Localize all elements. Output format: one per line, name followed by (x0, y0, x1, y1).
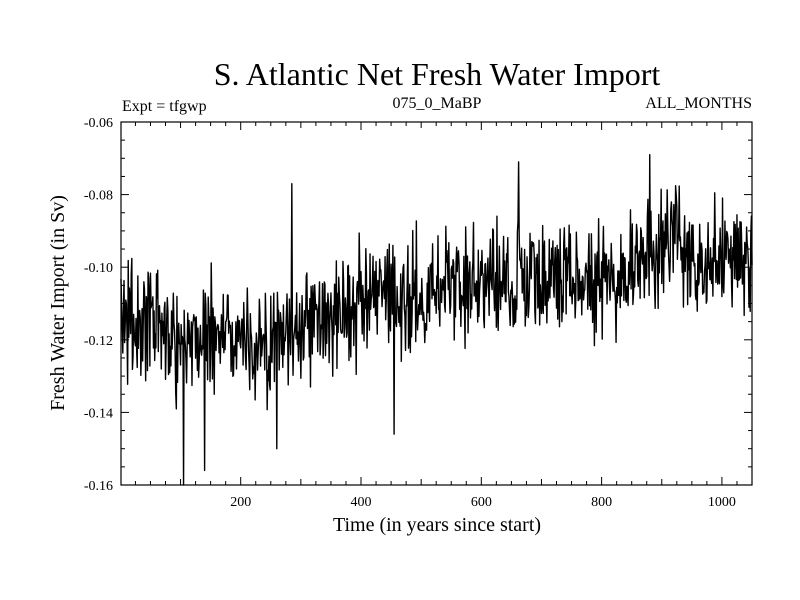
x-tick-label: 200 (230, 495, 251, 510)
x-tick-label: 600 (471, 495, 492, 510)
tick-labels: -0.16 -0.14 -0.12 -0.10 -0.08 -0.06 200 400 600 8… (84, 116, 736, 510)
chart-title: S. Atlantic Net Fresh Water Import (214, 56, 661, 92)
x-tick-label: 1000 (708, 495, 736, 510)
subtitle-left: Expt = tfgwp (122, 98, 207, 115)
y-tick-label: -0.14 (84, 406, 113, 421)
x-tick-label: 800 (591, 495, 612, 510)
y-tick-label: -0.06 (84, 116, 113, 131)
y-tick-label: -0.12 (84, 334, 113, 349)
y-tick-label: -0.08 (84, 189, 113, 204)
series-line (120, 153, 753, 486)
series-group (120, 153, 753, 486)
y-tick-label: -0.16 (84, 479, 113, 494)
subtitle-center: 075_0_MaBP (393, 95, 482, 112)
y-tick-label: -0.10 (84, 261, 113, 276)
subtitle-right: ALL_MONTHS (645, 95, 752, 112)
plot-frame (120, 121, 753, 486)
x-axis-label: Time (in years since start) (333, 514, 541, 536)
y-axis-label: Fresh Water Import (in Sv) (47, 195, 69, 411)
x-tick-label: 400 (351, 495, 372, 510)
